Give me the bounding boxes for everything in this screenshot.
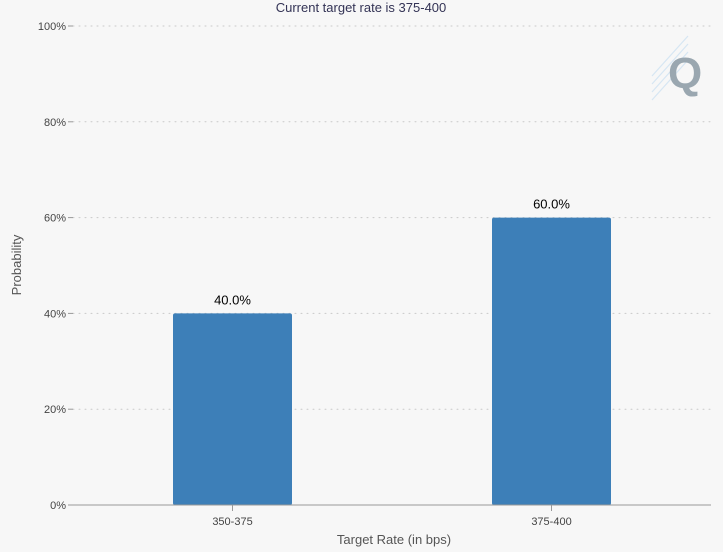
data-label: 60.0% bbox=[533, 197, 570, 212]
data-label: 40.0% bbox=[214, 292, 251, 307]
y-tick-label: 0% bbox=[50, 500, 66, 512]
y-axis-title: Probability bbox=[9, 234, 24, 295]
grid-lines bbox=[72, 25, 712, 410]
chart-title: Current target rate is 375-400 bbox=[276, 0, 447, 15]
x-axis-ticks: 350-375 375-400 bbox=[212, 505, 572, 528]
bar-375-400 bbox=[492, 217, 611, 505]
x-tick-label: 350-375 bbox=[212, 516, 252, 528]
svg-text:Q: Q bbox=[668, 49, 702, 98]
x-axis-title: Target Rate (in bps) bbox=[337, 532, 451, 547]
q-logo-icon: Q bbox=[651, 35, 702, 101]
y-tick-label: 100% bbox=[38, 21, 66, 33]
bars bbox=[173, 217, 611, 505]
data-labels: 40.0% 60.0% bbox=[214, 197, 570, 308]
y-tick-label: 40% bbox=[44, 308, 66, 320]
x-tick-label: 375-400 bbox=[531, 516, 571, 528]
y-tick-label: 60% bbox=[44, 213, 66, 225]
y-axis-ticks: 0% 20% 40% 60% 80% 100% bbox=[38, 21, 73, 512]
bar-350-375 bbox=[173, 313, 292, 505]
y-tick-label: 20% bbox=[44, 404, 66, 416]
y-tick-label: 80% bbox=[44, 117, 66, 129]
